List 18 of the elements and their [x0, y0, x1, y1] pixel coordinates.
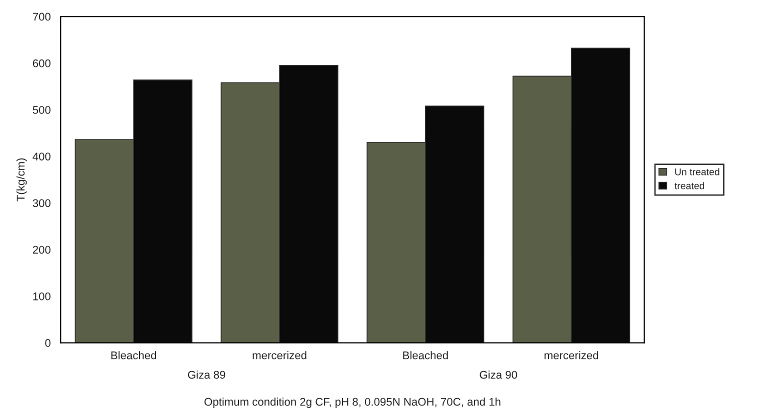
y-tick-label: 0	[45, 339, 50, 347]
text: Giza 90	[480, 370, 518, 379]
y-tick-label: 100	[33, 292, 50, 300]
y-tick-label: 700	[32, 12, 50, 21]
text: Giza 89	[188, 370, 226, 379]
x-tick-label: mercerized	[252, 351, 306, 360]
x-axis-title: Optimum condition 2g CF, pH 8, 0.095N NaOH, 70C, and 1h	[204, 398, 500, 408]
y-tick-label: 300	[32, 199, 50, 208]
legend-label: treated	[674, 182, 704, 190]
y-axis-title: T(kg/cm)	[16, 158, 27, 202]
y-tick-label: 500	[32, 106, 50, 114]
legend-label: Un treated	[675, 168, 720, 176]
x-tick-label: mercerized	[544, 351, 598, 360]
x-tick-label: Bleached	[403, 351, 448, 360]
y-tick-label: 600	[32, 59, 50, 68]
x-tick-label: Bleached	[111, 351, 156, 360]
y-tick-label: 200	[32, 246, 50, 254]
y-tick-label: 400	[32, 152, 50, 160]
